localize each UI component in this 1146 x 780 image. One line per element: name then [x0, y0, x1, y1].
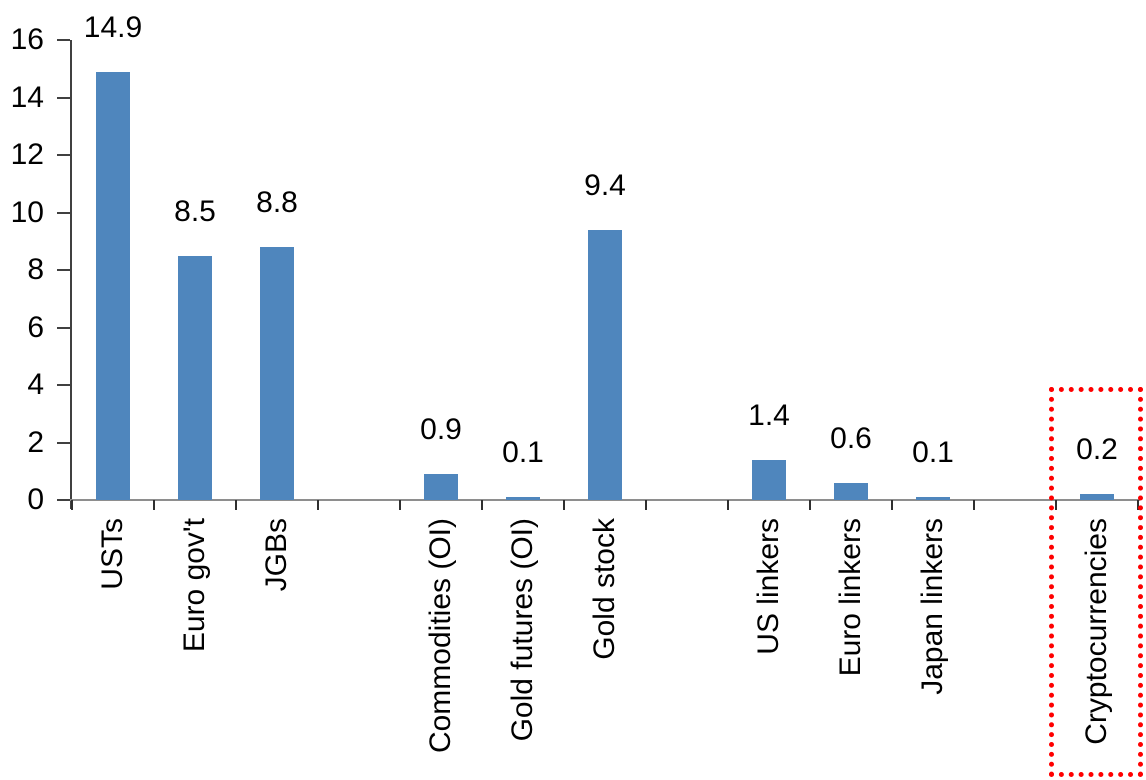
y-tick-label: 12: [10, 138, 44, 171]
value-label-gold-futures-oi: 0.1: [502, 436, 544, 469]
x-axis-tick: [399, 500, 401, 510]
bar-euro-gov-t: [178, 256, 212, 500]
y-tick-label: 2: [27, 425, 44, 459]
x-axis-tick: [645, 500, 647, 510]
bar-usts: [96, 72, 130, 500]
y-tick-label: 8: [27, 253, 44, 286]
category-label-jgbs: JGBs: [260, 518, 293, 592]
value-label-japan-linkers: 0.1: [912, 436, 954, 469]
category-label-us-linkers: US linkers: [752, 518, 785, 655]
y-axis-line: [70, 40, 72, 509]
value-label-usts: 14.9: [83, 11, 143, 44]
x-axis-tick: [727, 500, 729, 510]
y-axis-tick: [57, 326, 70, 329]
bar-euro-linkers: [834, 483, 868, 500]
category-label-gold-stock: Gold stock: [588, 518, 621, 660]
value-label-euro-linkers: 0.6: [830, 422, 872, 455]
category-label-commodities-oi: Commodities (OI): [424, 518, 457, 754]
value-label-euro-gov-t: 8.5: [174, 195, 216, 228]
category-label-euro-gov-t: Euro gov't: [178, 518, 211, 653]
y-tick-label: 6: [27, 310, 44, 344]
value-label-us-linkers: 1.4: [748, 399, 790, 432]
x-axis-tick: [71, 500, 73, 510]
y-axis-tick: [57, 441, 70, 444]
bar-gold-futures-oi: [506, 497, 540, 500]
y-tick-label: 0: [27, 483, 44, 516]
y-tick-label: 14: [10, 80, 44, 114]
x-axis-tick: [1055, 500, 1057, 510]
value-label-cryptocurrencies: 0.2: [1076, 433, 1118, 466]
x-axis-tick: [973, 500, 975, 510]
category-label-gold-futures-oi: Gold futures (OI): [506, 518, 539, 742]
bar-gold-stock: [588, 230, 622, 500]
x-axis-tick: [891, 500, 893, 510]
x-axis-tick: [235, 500, 237, 510]
y-axis-tick: [57, 96, 70, 99]
bar-commodities-oi: [424, 474, 458, 500]
category-label-euro-linkers: Euro linkers: [834, 518, 867, 677]
y-axis-tick: [57, 211, 70, 214]
x-axis-tick: [563, 500, 565, 510]
x-axis-tick: [153, 500, 155, 510]
value-label-commodities-oi: 0.9: [420, 413, 462, 446]
y-axis-tick: [57, 269, 70, 271]
value-label-gold-stock: 9.4: [584, 169, 626, 202]
bar-jgbs: [260, 247, 294, 500]
y-tick-label: 16: [10, 23, 44, 56]
y-tick-label: 10: [10, 195, 44, 229]
y-tick-label: 4: [27, 368, 44, 401]
x-axis-tick: [809, 500, 811, 510]
category-label-usts: USTs: [96, 518, 129, 590]
x-axis-tick: [317, 500, 319, 510]
bar-japan-linkers: [916, 497, 950, 500]
bar-cryptocurrencies: [1080, 494, 1114, 500]
category-label-japan-linkers: Japan linkers: [916, 518, 949, 695]
y-axis-tick: [57, 499, 70, 501]
x-axis-line: [70, 499, 1140, 501]
value-label-jgbs: 8.8: [256, 186, 298, 219]
highlight-box: [1049, 387, 1143, 777]
x-axis-tick: [481, 500, 483, 510]
y-axis-tick: [57, 39, 70, 41]
y-axis-tick: [57, 384, 70, 386]
y-axis-tick: [57, 154, 70, 156]
bar-us-linkers: [752, 460, 786, 500]
